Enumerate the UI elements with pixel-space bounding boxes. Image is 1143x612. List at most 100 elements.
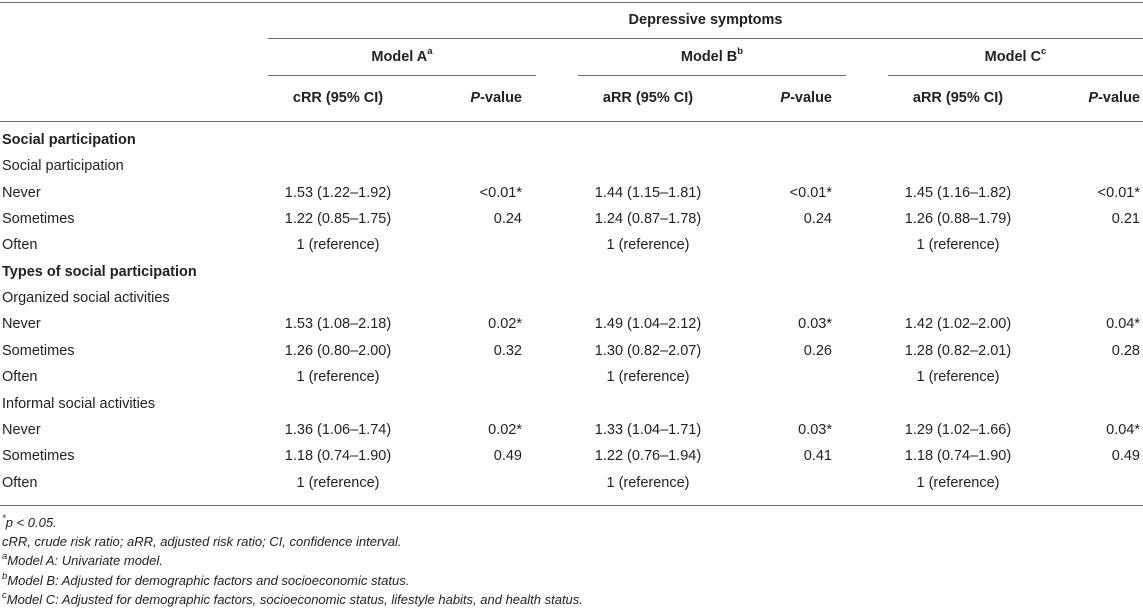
table-cell-a-ci: 1.36 (1.06–1.74)	[284, 422, 392, 438]
footnote-text: cRR, crude risk ratio; aRR, adjusted ris…	[2, 534, 402, 549]
table-cell-c-ci: 1.29 (1.02–1.66)	[904, 422, 1012, 438]
row-label: Sometimes	[2, 448, 75, 464]
footnote: cModel C: Adjusted for demographic facto…	[2, 589, 583, 608]
table-cell-b-ci: 1.49 (1.04–2.12)	[594, 316, 702, 332]
row-label: Sometimes	[2, 211, 75, 227]
table-cell-b-ci: 1.30 (0.82–2.07)	[594, 343, 702, 359]
table-cell-b-p: <0.01*	[789, 185, 832, 201]
footnote-text: Model B: Adjusted for demographic factor…	[7, 573, 410, 588]
table-cell-a-p: 0.02*	[488, 422, 522, 438]
table-cell-b-p: 0.26	[803, 343, 832, 359]
model-b-p-header: P-value	[740, 89, 832, 107]
table-cell-a-ci: 1 (reference)	[296, 369, 380, 385]
row-label: Often	[2, 369, 38, 385]
table-cell-c-p: 0.49	[1111, 448, 1140, 464]
table-cell-a-p: 0.49	[493, 448, 522, 464]
table-cell-c-ci: 1.45 (1.16–1.82)	[904, 185, 1012, 201]
footnote: aModel A: Univariate model.	[2, 550, 163, 569]
footnote: bModel B: Adjusted for demographic facto…	[2, 570, 410, 589]
table-cell-b-p: 0.41	[803, 448, 832, 464]
group-header-rule	[268, 38, 1143, 39]
row-label: Never	[2, 422, 41, 438]
table-cell-a-p: <0.01*	[479, 185, 522, 201]
table-cell-a-ci: 1.53 (1.22–1.92)	[284, 185, 392, 201]
table-cell-b-ci: 1 (reference)	[606, 369, 690, 385]
table-cell-a-ci: 1.26 (0.80–2.00)	[284, 343, 392, 359]
model-b-header: Model Bb	[578, 46, 846, 66]
section-heading: Types of social participation	[2, 264, 197, 280]
table-top-rule	[0, 2, 1143, 3]
table-cell-b-ci: 1.24 (0.87–1.78)	[594, 211, 702, 227]
footnote: *p < 0.05.	[2, 512, 57, 531]
model-c-p-header: P-value	[1040, 89, 1140, 107]
model-a-ci-header: cRR (95% CI)	[292, 90, 384, 106]
table-cell-a-p: 0.32	[493, 343, 522, 359]
model-a-rule	[268, 75, 536, 76]
footnote-marker: b	[2, 570, 8, 582]
table-cell-a-p: 0.02*	[488, 316, 522, 332]
row-label: Sometimes	[2, 343, 75, 359]
model-b-p-rest: -value	[790, 90, 832, 106]
model-a-p-header: P-value	[430, 89, 522, 107]
table-cell-a-p: 0.24	[493, 211, 522, 227]
footnote-marker: a	[2, 550, 8, 562]
footnote-text: Model C: Adjusted for demographic factor…	[6, 592, 583, 607]
footnote-text: p < 0.05.	[5, 515, 57, 530]
subsection-label: Informal social activities	[2, 396, 156, 412]
model-a-sup: a	[427, 46, 433, 58]
table-cell-c-ci: 1.28 (0.82–2.01)	[904, 343, 1012, 359]
model-c-sup: c	[1041, 46, 1047, 58]
header-bottom-rule	[0, 121, 1143, 122]
table-cell-c-p: 0.04*	[1106, 316, 1140, 332]
model-b-p-italic: P	[780, 90, 791, 106]
table-cell-a-ci: 1 (reference)	[296, 237, 380, 253]
model-c-label: Model C	[984, 49, 1042, 65]
table-cell-a-ci: 1.53 (1.08–2.18)	[284, 316, 392, 332]
footnote-marker: c	[2, 589, 7, 601]
model-b-label: Model B	[680, 49, 738, 65]
model-a-p-italic: P	[470, 90, 481, 106]
table-cell-a-ci: 1 (reference)	[296, 475, 380, 491]
table-cell-b-ci: 1.33 (1.04–1.71)	[594, 422, 702, 438]
table-cell-b-ci: 1.22 (0.76–1.94)	[594, 448, 702, 464]
section-heading: Social participation	[2, 132, 136, 148]
group-title: Depressive symptoms	[628, 12, 783, 28]
row-label: Never	[2, 316, 41, 332]
table-cell-a-ci: 1.18 (0.74–1.90)	[284, 448, 392, 464]
model-c-ci-header: aRR (95% CI)	[912, 90, 1004, 106]
row-label: Never	[2, 185, 41, 201]
table-cell-c-ci: 1.42 (1.02–2.00)	[904, 316, 1012, 332]
model-c-p-rest: -value	[1098, 90, 1140, 106]
row-label: Often	[2, 475, 38, 491]
table-cell-b-p: 0.03*	[798, 422, 832, 438]
table-cell-c-ci: 1 (reference)	[916, 475, 1000, 491]
table-cell-b-p: 0.24	[803, 211, 832, 227]
table-cell-c-ci: 1.18 (0.74–1.90)	[904, 448, 1012, 464]
model-c-header: Model Cc	[888, 46, 1143, 66]
table-cell-c-p: <0.01*	[1097, 185, 1140, 201]
table-cell-b-p: 0.03*	[798, 316, 832, 332]
table-cell-b-ci: 1 (reference)	[606, 237, 690, 253]
footnote-text: Model A: Univariate model.	[7, 553, 163, 568]
footnote-marker: *	[2, 512, 6, 524]
model-a-label: Model A	[371, 49, 428, 65]
model-c-rule	[888, 75, 1143, 76]
model-a-p-rest: -value	[480, 90, 522, 106]
footnote: cRR, crude risk ratio; aRR, adjusted ris…	[2, 534, 402, 550]
subsection-label: Organized social activities	[2, 290, 170, 306]
model-c-p-italic: P	[1088, 90, 1099, 106]
model-a-header: Model Aa	[268, 46, 536, 66]
model-b-sup: b	[737, 46, 744, 58]
subsection-label: Social participation	[2, 158, 124, 174]
table-cell-a-ci: 1.22 (0.85–1.75)	[284, 211, 392, 227]
table-cell-c-p: 0.28	[1111, 343, 1140, 359]
table-cell-c-ci: 1.26 (0.88–1.79)	[904, 211, 1012, 227]
table-cell-c-p: 0.04*	[1106, 422, 1140, 438]
table-cell-c-ci: 1 (reference)	[916, 369, 1000, 385]
table-cell-b-ci: 1.44 (1.15–1.81)	[594, 185, 702, 201]
table-cell-c-p: 0.21	[1111, 211, 1140, 227]
row-label: Often	[2, 237, 38, 253]
model-b-rule	[578, 75, 846, 76]
table-cell-b-ci: 1 (reference)	[606, 475, 690, 491]
table-cell-c-ci: 1 (reference)	[916, 237, 1000, 253]
